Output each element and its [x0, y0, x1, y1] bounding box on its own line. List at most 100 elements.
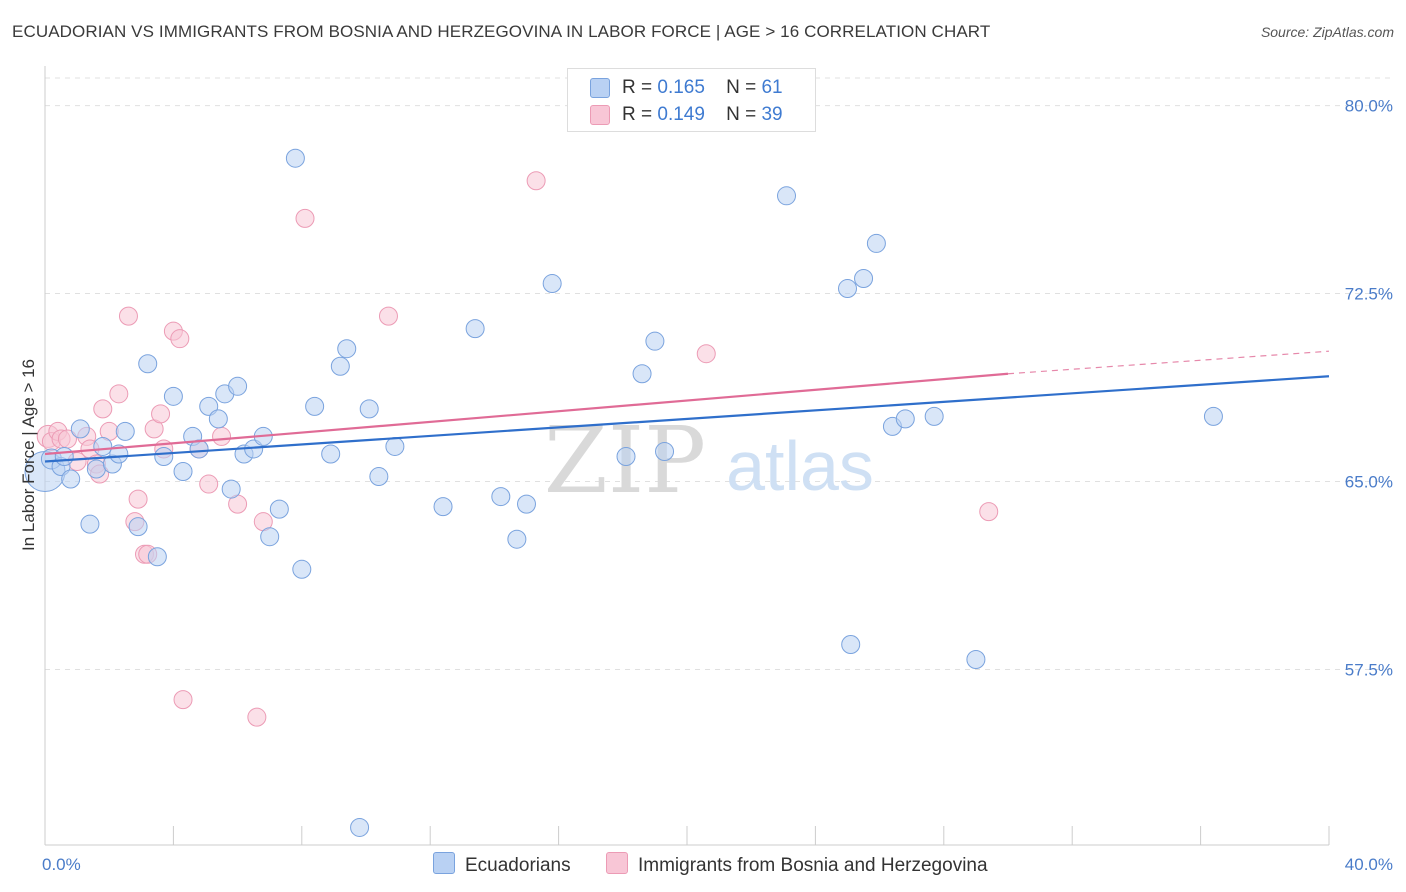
data-point-ecuadorian: [966, 650, 986, 670]
tick-labels: 57.5% 65.0% 72.5% 80.0% 0.0% 40.0%: [42, 97, 1393, 874]
data-point-ecuadorian: [86, 459, 106, 479]
data-point-bosnia: [247, 707, 267, 727]
data-point-bosnia: [979, 502, 999, 522]
data-point-ecuadorian: [369, 467, 389, 487]
data-point-ecuadorian: [173, 462, 193, 482]
data-point-ecuadorian: [433, 497, 453, 517]
legend-text: R = 0.149 N = 39: [622, 104, 783, 126]
data-point-ecuadorian: [517, 494, 536, 514]
legend-swatch-blue: [590, 78, 610, 98]
data-point-bosnia: [378, 306, 398, 326]
trend-line-bosnia: [44, 372, 1009, 456]
source-label: Source: ZipAtlas.com: [1260, 24, 1394, 40]
stats-legend: R = 0.165 N = 61 R = 0.149 N = 39: [567, 68, 816, 132]
r-label: R =: [622, 104, 653, 125]
data-point-ecuadorian: [163, 386, 183, 406]
data-point-ecuadorian: [260, 527, 280, 547]
legend-label-ecuadorians: Ecuadorians: [465, 855, 571, 876]
data-point-bosnia: [173, 690, 193, 710]
data-point-ecuadorian: [147, 547, 167, 567]
data-point-ecuadorian: [93, 436, 113, 456]
data-point-ecuadorian: [895, 409, 915, 429]
data-point-bosnia: [128, 489, 148, 509]
data-point-ecuadorian: [616, 446, 636, 466]
data-point-ecuadorian: [777, 186, 797, 206]
data-point-ecuadorian: [1203, 406, 1223, 426]
trend-line-ecuadorians: [44, 375, 1330, 463]
data-point-ecuadorian: [838, 279, 857, 299]
legend-item-ecuadorians: Ecuadorians: [433, 852, 571, 877]
watermark-atlas: atlas: [726, 427, 874, 505]
data-point-ecuadorian: [507, 529, 527, 549]
data-point-ecuadorian: [321, 444, 341, 464]
legend-swatch-pink: [606, 852, 628, 874]
data-point-ecuadorian: [128, 517, 148, 537]
data-point-ecuadorian: [632, 364, 652, 384]
y-axis-title: In Labor Force | Age > 16: [19, 359, 38, 551]
n-label: N =: [726, 104, 757, 125]
data-point-bosnia: [170, 329, 190, 349]
data-point-ecuadorian: [61, 469, 81, 489]
trend-lines: [44, 350, 1330, 463]
data-point-ecuadorian: [221, 479, 241, 499]
n-value: 61: [761, 77, 783, 98]
data-point-ecuadorian: [350, 817, 370, 837]
legend-swatch-pink: [590, 105, 610, 125]
data-point-ecuadorian: [924, 406, 944, 426]
data-point-ecuadorian: [866, 233, 886, 253]
data-point-ecuadorian: [305, 396, 325, 416]
data-point-ecuadorian: [645, 331, 665, 351]
y-tick-label: 65.0%: [1345, 473, 1393, 492]
data-point-bosnia: [295, 208, 315, 228]
data-point-ecuadorian: [138, 354, 158, 374]
x-tick-label-min: 0.0%: [42, 855, 81, 874]
data-point-ecuadorian: [542, 274, 562, 294]
grid-lines: [45, 77, 1392, 671]
data-point-bosnia: [212, 426, 232, 446]
data-point-ecuadorian: [292, 559, 312, 579]
series-ecuadorians-points: [24, 148, 1223, 837]
data-point-ecuadorian: [385, 436, 405, 456]
data-point-ecuadorian: [80, 514, 100, 534]
legend-item-bosnia: Immigrants from Bosnia and Herzegovina: [606, 852, 988, 877]
y-tick-label: 57.5%: [1345, 661, 1393, 680]
legend-swatch-blue: [433, 852, 455, 874]
trend-line-bosnia-extension: [1007, 350, 1330, 375]
n-value: 39: [761, 104, 783, 125]
legend-label-bosnia: Immigrants from Bosnia and Herzegovina: [638, 855, 988, 876]
data-point-ecuadorian: [199, 396, 219, 416]
data-point-ecuadorian: [154, 446, 174, 466]
data-point-bosnia: [93, 399, 113, 419]
data-point-bosnia: [118, 306, 138, 326]
data-point-ecuadorian: [54, 446, 74, 466]
data-point-ecuadorian: [330, 356, 350, 376]
series-bosnia-points: [36, 171, 999, 727]
data-point-ecuadorian: [655, 441, 675, 461]
data-point-ecuadorian: [228, 376, 248, 396]
data-point-bosnia: [526, 171, 546, 191]
y-tick-label: 80.0%: [1345, 97, 1393, 116]
data-point-ecuadorian: [189, 439, 209, 459]
r-label: R =: [622, 77, 653, 98]
data-point-ecuadorian: [285, 148, 305, 168]
chart-title: ECUADORIAN VS IMMIGRANTS FROM BOSNIA AND…: [12, 22, 991, 41]
data-point-ecuadorian: [337, 339, 357, 359]
data-point-ecuadorian: [208, 409, 228, 429]
n-label: N =: [726, 77, 757, 98]
data-point-ecuadorian: [841, 634, 861, 654]
x-tick-label-max: 40.0%: [1345, 855, 1393, 874]
data-point-ecuadorian: [70, 419, 90, 439]
data-point-ecuadorian: [359, 399, 379, 419]
data-point-bosnia: [199, 474, 219, 494]
data-point-bosnia: [696, 344, 716, 364]
data-point-ecuadorian: [269, 499, 289, 519]
data-point-ecuadorian: [109, 444, 129, 464]
data-point-bosnia: [109, 384, 129, 404]
data-point-ecuadorian: [491, 487, 511, 507]
y-tick-label: 72.5%: [1345, 285, 1393, 304]
legend-text: R = 0.165 N = 61: [622, 77, 783, 99]
data-point-bosnia: [151, 404, 171, 424]
r-value: 0.149: [657, 104, 705, 125]
data-point-ecuadorian: [854, 269, 874, 289]
